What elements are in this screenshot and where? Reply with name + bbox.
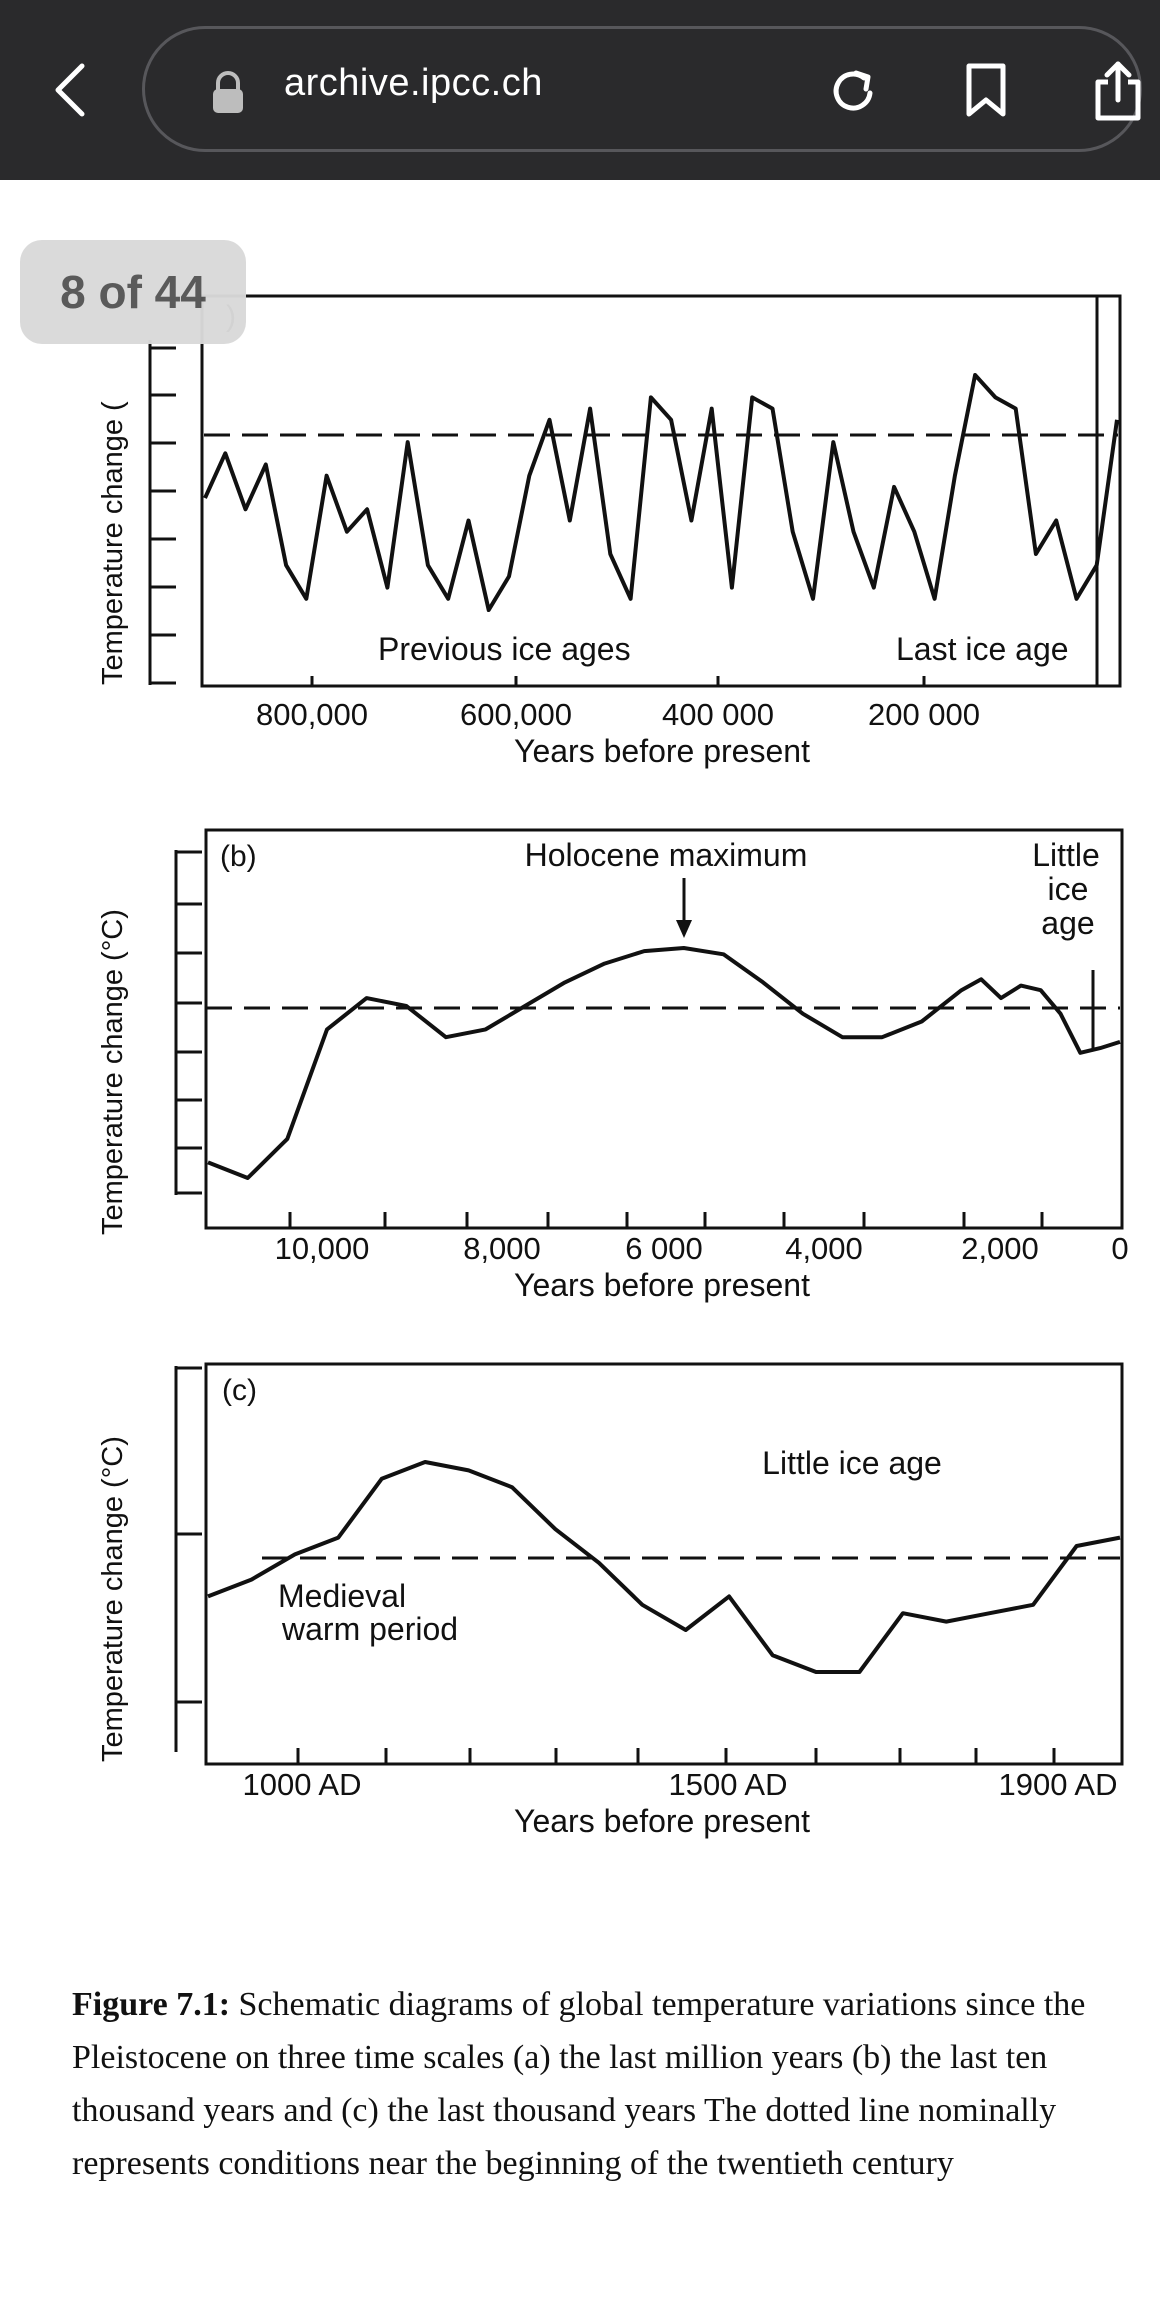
x-tick-label: 800,000	[256, 697, 368, 732]
share-icon	[1095, 61, 1141, 121]
plot-frame	[200, 294, 1122, 688]
series-line	[207, 1460, 1121, 1674]
x-tick-label: 6 000	[625, 1231, 703, 1266]
x-tick-label: 0	[1111, 1231, 1128, 1266]
x-tick-label: 2,000	[961, 1231, 1039, 1266]
x-tick-label: 1900 AD	[999, 1767, 1118, 1802]
y-ticks	[150, 346, 176, 685]
chart-c-svg: (c) Temperature change (°C) Little ice a…	[97, 1362, 1124, 1839]
x-tick-label: 200 000	[868, 697, 980, 732]
plot-frame	[204, 1362, 1124, 1766]
y-axis-label: Temperature change (°C)	[97, 1436, 129, 1762]
annotation-warm-period: warm period	[281, 1611, 458, 1647]
back-chevron-icon	[55, 63, 85, 117]
page-indicator: 8 of 44	[20, 240, 246, 344]
y-axis-label: Temperature change (°C)	[97, 909, 129, 1235]
holocene-arrowhead	[676, 920, 692, 938]
panel-tag: (b)	[220, 840, 257, 873]
panel-tag: (c)	[222, 1374, 257, 1407]
caption-label: Figure 7.1:	[72, 1986, 231, 2023]
x-tick-label: 400 000	[662, 697, 774, 732]
y-axis-label: Temperature change (	[97, 401, 129, 685]
x-tick-label: 4,000	[785, 1231, 863, 1266]
caption-text: Schematic diagrams of global temperature…	[72, 1986, 1086, 2182]
series-line	[203, 373, 1119, 612]
annotation-medieval: Medieval	[278, 1578, 406, 1614]
x-tick-label: 1500 AD	[669, 1767, 788, 1802]
x-tick-label: 8,000	[463, 1231, 541, 1266]
annotation-holocene-maximum: Holocene maximum	[525, 837, 808, 873]
series-line	[207, 946, 1121, 1180]
annotation-last-ice-age: Last ice age	[896, 631, 1069, 667]
x-tick-label: 600,000	[460, 697, 572, 732]
annotation-little: Little	[1032, 837, 1100, 873]
annotation-little-ice-age: Little ice age	[762, 1445, 942, 1481]
url-text[interactable]: archive.ipcc.ch	[284, 62, 543, 104]
share-button[interactable]	[1088, 58, 1148, 124]
back-button[interactable]	[40, 50, 100, 130]
lock-icon	[213, 71, 243, 113]
x-axis-label: Years before present	[514, 1803, 810, 1839]
chart-panel-a: ) Temperature change ( Previous ice ages…	[0, 280, 1160, 780]
x-tick-label: 1000 AD	[243, 1767, 362, 1802]
reload-icon	[833, 70, 873, 111]
bookmark-icon	[966, 63, 1006, 117]
chart-panel-c: (c) Temperature change (°C) Little ice a…	[0, 1352, 1160, 1852]
x-axis-label: Years before present	[514, 1267, 810, 1303]
reload-button[interactable]	[824, 58, 884, 124]
chart-a-svg: ) Temperature change ( Previous ice ages…	[97, 294, 1122, 769]
annotation-previous-ice-ages: Previous ice ages	[378, 631, 631, 667]
chart-b-svg: (b) Temperature change (°C) Holocene max…	[97, 828, 1129, 1303]
plot-frame	[204, 828, 1124, 1230]
annotation-age: age	[1041, 905, 1094, 941]
annotation-ice: ice	[1048, 871, 1089, 907]
browser-toolbar: archive.ipcc.ch	[0, 0, 1160, 180]
x-tick-label: 10,000	[275, 1231, 370, 1266]
bookmark-button[interactable]	[956, 58, 1016, 124]
figure-caption: Figure 7.1: Schematic diagrams of global…	[72, 1978, 1132, 2190]
chart-panel-b: (b) Temperature change (°C) Holocene max…	[0, 820, 1160, 1320]
x-axis-label: Years before present	[514, 733, 810, 769]
